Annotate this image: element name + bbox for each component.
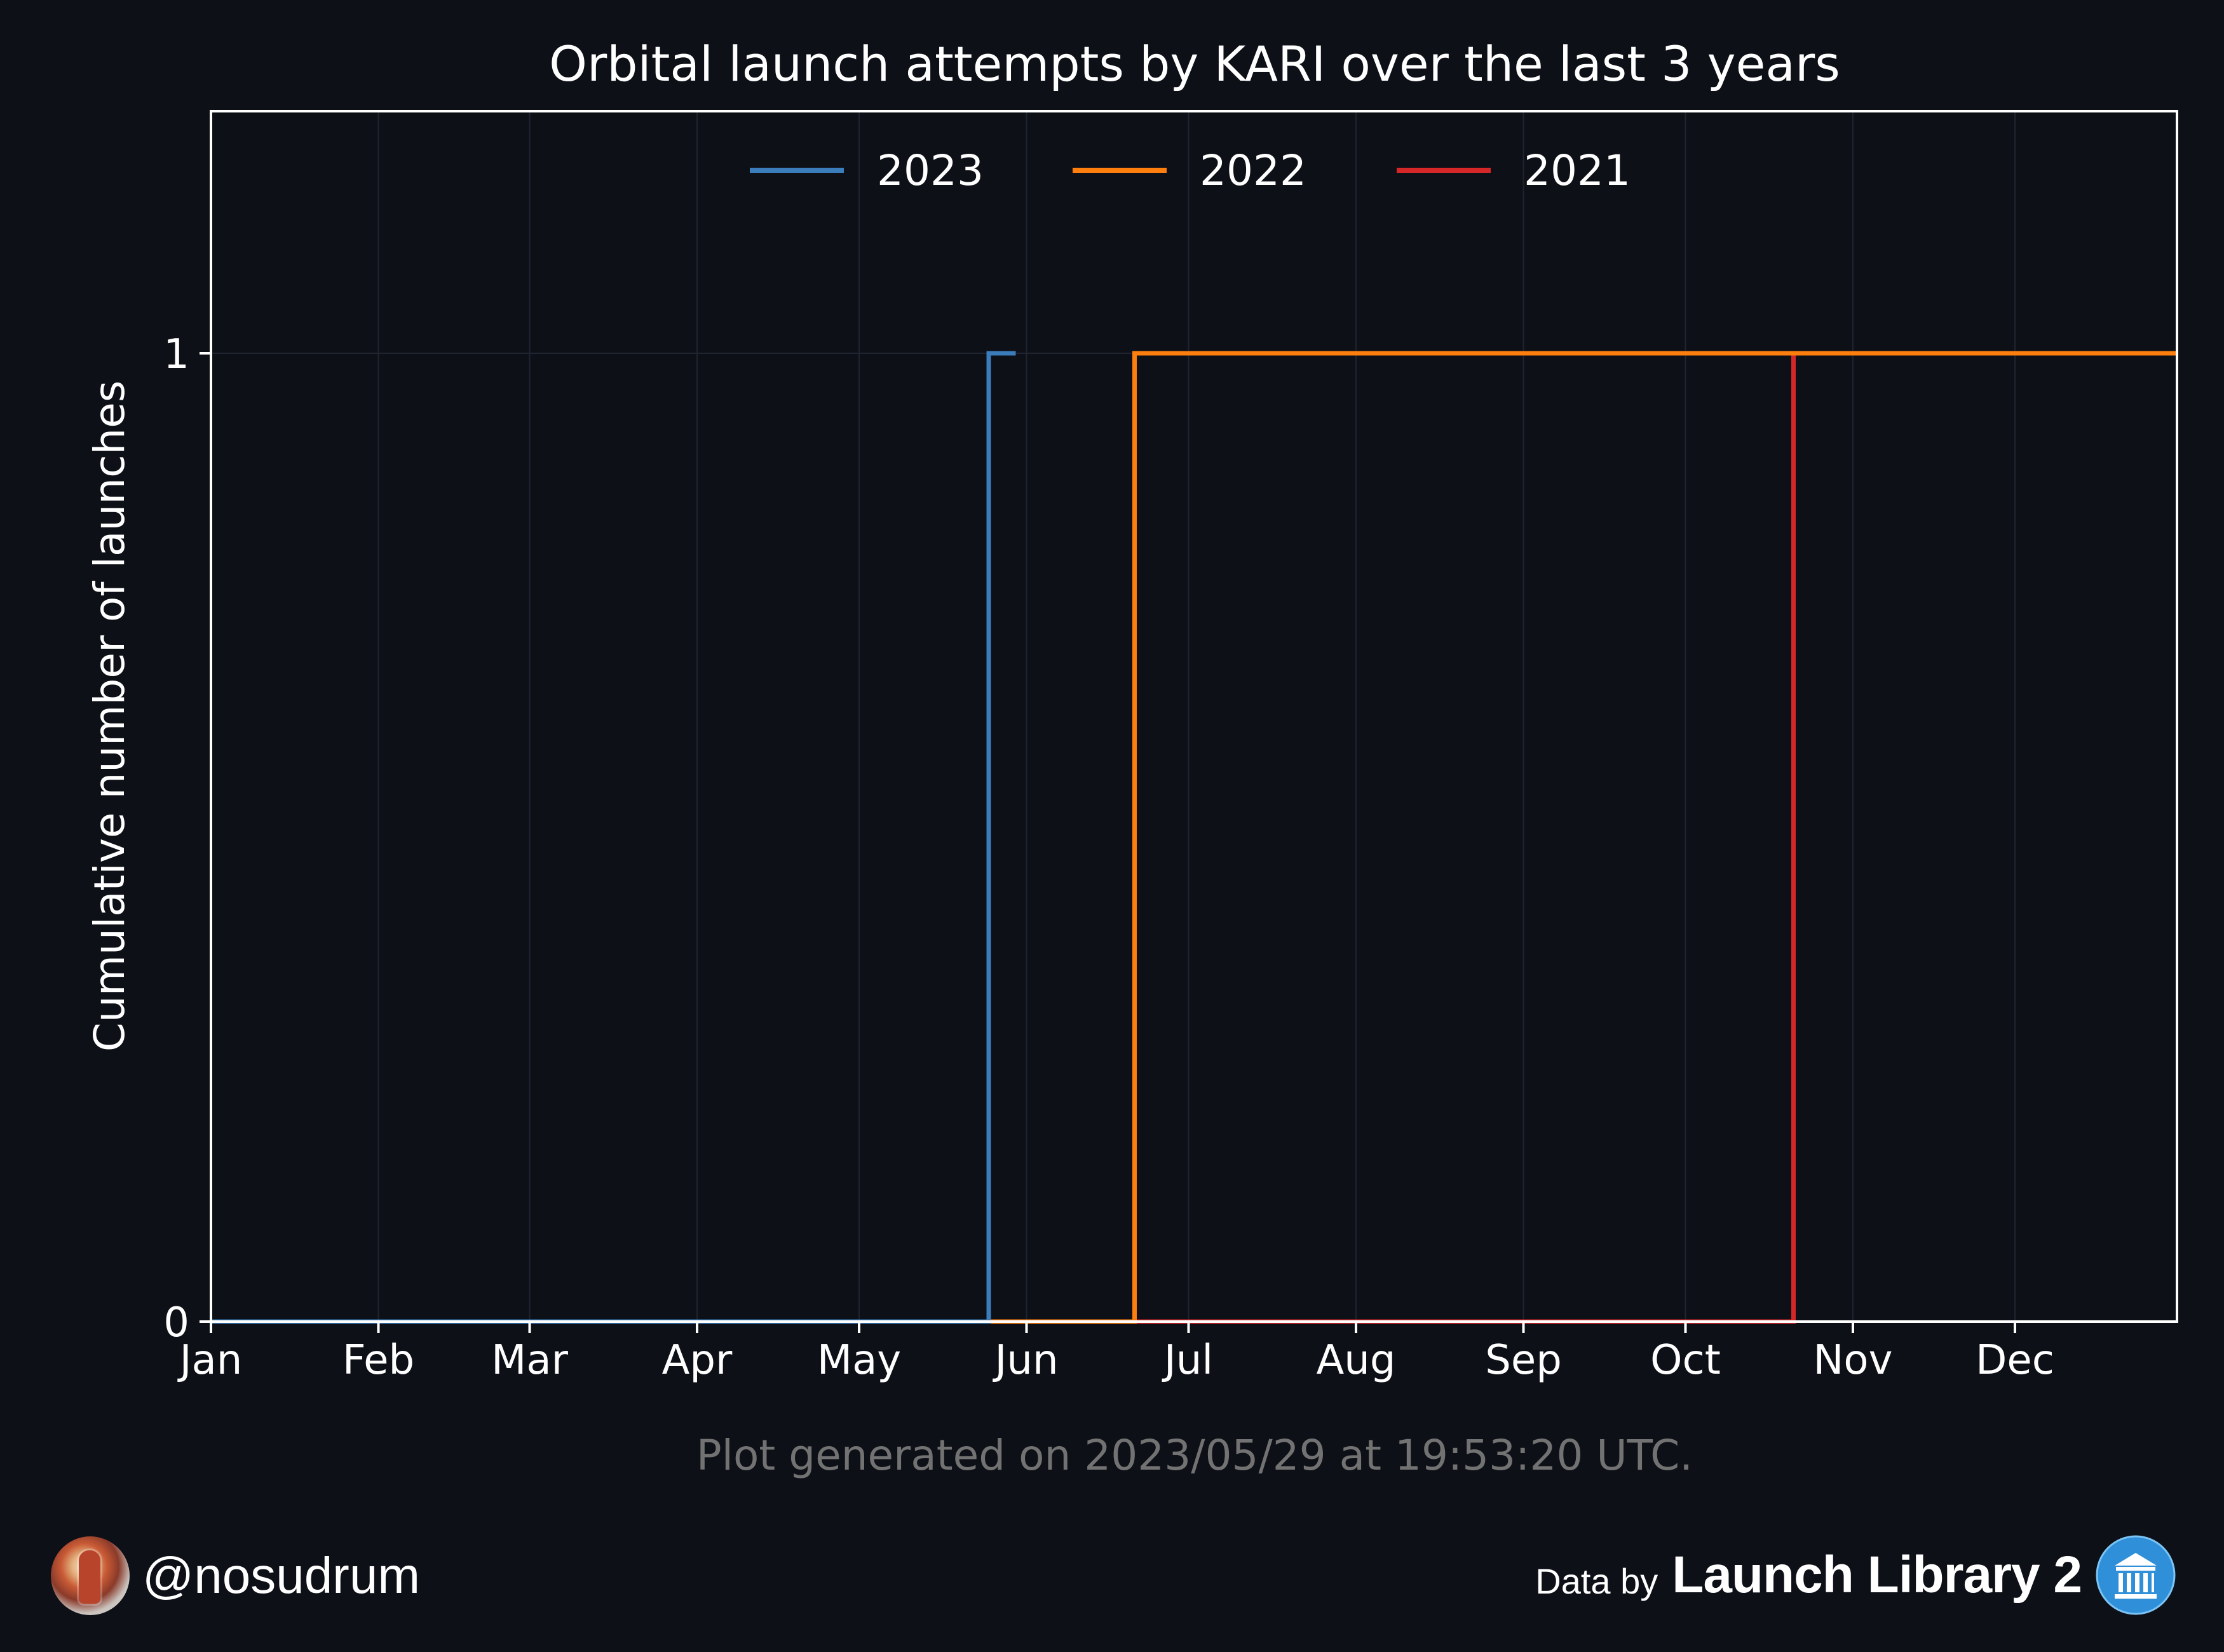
x-tick-label: Apr [662, 1337, 733, 1384]
y-axis-label: Cumulative number of launches [85, 381, 134, 1052]
legend-label-2022: 2022 [1200, 146, 1306, 195]
y-tick-label: 1 [163, 331, 189, 378]
x-tick-label: Sep [1485, 1337, 1562, 1384]
x-axis: Jan Feb Mar Apr May Jun Jul Aug Sep Oct Nov Dec [177, 1322, 2054, 1384]
x-tick-label: Jan [177, 1337, 243, 1384]
x-tick-label: Aug [1317, 1337, 1396, 1384]
plot-area [211, 111, 2177, 1322]
data-source-credit: Data by Launch Library 2 [1535, 1534, 2176, 1616]
legend: 2023 2022 2021 [750, 146, 1631, 195]
generated-note: Plot generated on 2023/05/29 at 19:53:20… [696, 1431, 1693, 1480]
author-handle: @nosudrum [142, 1547, 420, 1604]
x-tick-label: Mar [491, 1337, 568, 1384]
launch-library-label: Launch Library 2 [1672, 1546, 2082, 1604]
astronaut-avatar [51, 1536, 130, 1615]
x-tick-label: Nov [1814, 1337, 1893, 1384]
x-tick-label: Jun [993, 1337, 1059, 1384]
y-tick-label: 0 [163, 1299, 189, 1346]
data-by-label: Data by [1535, 1561, 1658, 1601]
x-tick-label: Dec [1976, 1337, 2054, 1384]
x-tick-label: Jul [1162, 1337, 1213, 1384]
author-credit: @nosudrum [51, 1536, 420, 1616]
legend-label-2023: 2023 [877, 146, 984, 195]
chart-title: Orbital launch attempts by KARI over the… [549, 36, 1840, 92]
x-tick-label: May [817, 1337, 901, 1384]
x-tick-label: Feb [342, 1337, 414, 1384]
y-axis: 01 [163, 331, 211, 1346]
plot-frame [210, 110, 2178, 1323]
legend-label-2021: 2021 [1524, 146, 1631, 195]
institution-icon [2096, 1535, 2176, 1615]
x-tick-label: Oct [1650, 1337, 1721, 1384]
